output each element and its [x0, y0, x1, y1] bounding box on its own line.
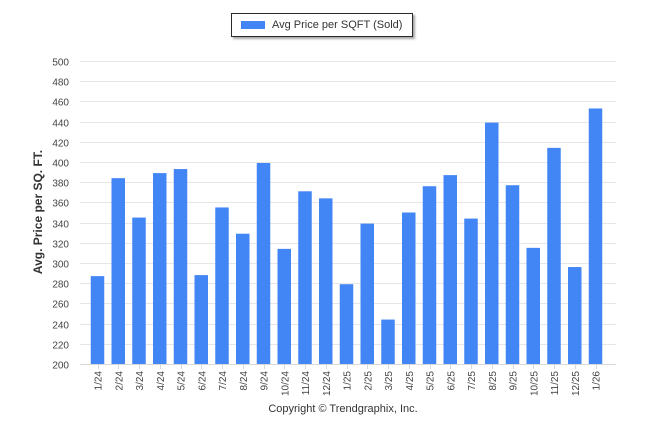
- bar: [153, 173, 167, 364]
- bar: [422, 186, 437, 364]
- bar: [277, 248, 291, 364]
- x-tick-label: 9/25: [509, 371, 520, 391]
- x-tick-label: 1/25: [343, 371, 354, 391]
- x-tick-label: 1/26: [592, 371, 603, 391]
- x-tick-label: 7/24: [218, 371, 229, 391]
- x-tick-label: 12/25: [571, 371, 582, 396]
- y-tick-label: 240: [52, 321, 69, 332]
- bar: [298, 191, 312, 364]
- bar: [588, 108, 603, 364]
- x-tick-label: 7/25: [467, 371, 478, 391]
- bar: [236, 233, 250, 364]
- y-tick-label: 440: [52, 119, 69, 130]
- bars: [90, 108, 603, 364]
- bar: [464, 218, 478, 364]
- x-tick-label: 11/24: [301, 371, 312, 396]
- x-tick-label: 6/25: [446, 371, 457, 391]
- y-tick-label: 220: [52, 341, 69, 352]
- copyright-text: Copyright © Trendgraphix, Inc.: [268, 403, 418, 415]
- bar: [485, 122, 499, 364]
- bar: [132, 217, 146, 364]
- x-tick-label: 2/25: [363, 371, 374, 391]
- x-axis: 1/24 2/24 3/24 4/24 5/24 6/24 7/24 8/24 9/24 10/2…: [80, 364, 616, 396]
- x-tick-label: 6/24: [197, 371, 208, 391]
- y-tick-label: 420: [52, 139, 69, 150]
- legend: Avg Price per SQFT (Sold): [231, 13, 413, 37]
- bar: [360, 223, 374, 364]
- bar: [381, 319, 395, 364]
- x-tick-label: 12/24: [322, 371, 333, 396]
- x-tick-label: 1/24: [94, 371, 105, 391]
- bar: [111, 178, 125, 364]
- y-tick-label: 340: [52, 220, 69, 231]
- y-tick-label: 480: [52, 78, 69, 89]
- bar: [402, 212, 416, 364]
- bar: [443, 175, 457, 364]
- y-tick-label: 380: [52, 179, 69, 190]
- legend-swatch: [241, 21, 265, 29]
- y-tick-label: 280: [52, 280, 69, 291]
- y-tick-label: 500: [52, 58, 69, 69]
- legend-label: Avg Price per SQFT (Sold): [272, 19, 403, 31]
- x-tick-label: 4/24: [156, 371, 167, 391]
- y-axis-ticks: 200 220 240 260 280 300 320 340 360 380 400 420 440 4…: [52, 58, 69, 372]
- bar: [215, 207, 229, 364]
- y-tick-label: 260: [52, 300, 69, 311]
- bar: [526, 247, 540, 364]
- x-tick-label: 8/25: [488, 371, 499, 391]
- bar: [256, 163, 271, 364]
- y-tick-label: 300: [52, 260, 69, 271]
- x-tick-label: 3/24: [135, 371, 146, 391]
- bar: [547, 147, 561, 364]
- x-tick-label: 4/25: [405, 371, 416, 391]
- x-tick-label: 10/25: [529, 371, 540, 396]
- bar: [568, 267, 582, 364]
- bar: [90, 276, 105, 364]
- x-tick-label: 10/24: [280, 371, 291, 396]
- x-tick-label: 8/24: [239, 371, 250, 391]
- y-tick-label: 360: [52, 199, 69, 210]
- y-tick-label: 200: [52, 361, 69, 372]
- x-tick-label: 5/24: [177, 371, 188, 391]
- y-tick-label: 460: [52, 98, 69, 109]
- x-tick-label: 2/24: [114, 371, 125, 391]
- bar: [173, 169, 188, 364]
- bar: [505, 185, 520, 364]
- x-tick-label: 11/25: [550, 371, 561, 396]
- bar: [194, 275, 208, 364]
- y-tick-label: 400: [52, 159, 69, 170]
- x-tick-label: 9/24: [260, 371, 271, 391]
- x-tick-label: 5/25: [426, 371, 437, 391]
- bar: [319, 198, 333, 364]
- y-tick-label: 320: [52, 240, 69, 251]
- x-tick-label: 3/25: [384, 371, 395, 391]
- bar: [339, 284, 354, 364]
